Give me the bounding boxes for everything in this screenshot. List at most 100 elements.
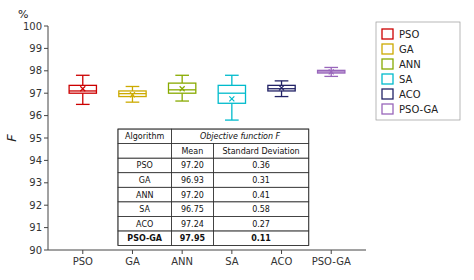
box-group (268, 81, 295, 97)
legend-label: GA (399, 44, 414, 55)
mean-marker (180, 86, 185, 91)
cap-low (275, 96, 289, 97)
x-tick (231, 250, 232, 254)
cap-low (324, 76, 338, 77)
unit-annotation: % (18, 8, 28, 21)
x-tick (281, 250, 282, 254)
y-tick-label: 94 (29, 155, 42, 166)
y-tick-label: 97 (29, 88, 42, 99)
legend-swatch (382, 89, 393, 99)
legend-swatch (382, 59, 393, 69)
y-tick (44, 182, 48, 183)
table-cell (171, 173, 213, 188)
box-group (119, 86, 146, 102)
x-tick (82, 250, 83, 254)
table-text: 97.20 (181, 191, 204, 200)
legend-label: ANN (399, 59, 421, 70)
x-tick-label: PSO (73, 256, 93, 267)
table-cell (213, 231, 308, 246)
cap-low (126, 102, 140, 103)
median (218, 93, 245, 94)
y-tick-label: 90 (29, 245, 42, 256)
cap-low (76, 104, 90, 105)
mean-marker (329, 69, 334, 74)
legend-label: ACO (399, 89, 421, 100)
table-cell (118, 231, 171, 246)
cap-high (175, 75, 189, 76)
legend-swatch (382, 104, 393, 114)
box-group (168, 75, 195, 101)
mean-marker (130, 92, 135, 97)
x-tick-label: ACO (271, 256, 293, 267)
cap-high (76, 75, 90, 76)
table-cell (213, 158, 308, 173)
box-group (318, 67, 345, 76)
legend-label: PSO-GA (399, 104, 438, 115)
box-group (218, 75, 245, 120)
table-text: 0.31 (252, 176, 270, 185)
cap-low (225, 119, 239, 120)
whisker-high (132, 86, 133, 90)
table-text: ACO (136, 220, 153, 229)
table-cell (213, 144, 308, 159)
y-tick (44, 115, 48, 116)
table-text: 0.58 (252, 205, 270, 214)
table-cell (171, 202, 213, 217)
x-tick-label: GA (125, 256, 140, 267)
table-text: 0.41 (252, 191, 270, 200)
legend-label: PSO (399, 29, 419, 40)
whisker-low (231, 103, 232, 120)
x-tick (132, 250, 133, 254)
whisker-high (82, 75, 83, 85)
whisker-low (82, 93, 83, 104)
table-text: SA (139, 205, 150, 214)
legend-swatch (382, 29, 393, 39)
legend-label: SA (399, 74, 413, 85)
table-cell (171, 158, 213, 173)
table-text: Mean (181, 147, 203, 156)
y-tick (44, 205, 48, 206)
table-cell (118, 187, 171, 202)
chart: 90919293949596979899100PSOGAANNSAACOPSO-… (0, 0, 474, 280)
legend-swatch (382, 44, 393, 54)
y-tick-label: 95 (29, 133, 42, 144)
y-tick (44, 160, 48, 161)
table-background (118, 129, 309, 245)
table-text: PSO-GA (127, 234, 162, 243)
y-axis-label: F (4, 134, 19, 142)
table-cell (118, 158, 171, 173)
x-tick-label: ANN (171, 256, 193, 267)
y-tick (44, 93, 48, 94)
cap-high (324, 67, 338, 68)
table-cell (213, 202, 308, 217)
table-cell (118, 173, 171, 188)
table-cell (171, 129, 308, 144)
table-cell (171, 187, 213, 202)
box (69, 85, 96, 93)
y-tick (44, 138, 48, 139)
table-cell (171, 231, 213, 246)
table-cell (213, 216, 308, 231)
table-text: ANN (136, 191, 153, 200)
table-cell (118, 129, 171, 144)
x-tick-label: SA (225, 256, 239, 267)
median (69, 90, 96, 91)
box (268, 85, 295, 91)
table-text: 0.11 (251, 234, 271, 243)
y-tick-label: 92 (29, 200, 42, 211)
table: AlgorithmObjective function FMeanStandar… (118, 129, 309, 245)
y-tick (44, 70, 48, 71)
table-text: Objective function F (200, 132, 281, 141)
box (168, 83, 195, 93)
whisker-low (132, 97, 133, 103)
table-text: 0.36 (252, 161, 270, 170)
table-text: 97.20 (181, 161, 204, 170)
table-text: 0.27 (252, 220, 270, 229)
whisker-low (182, 93, 183, 101)
mean-marker (229, 96, 234, 101)
mean-marker (279, 85, 284, 90)
cap-high (225, 75, 239, 76)
y-tick-label: 91 (29, 222, 42, 233)
table-cell (213, 187, 308, 202)
table-text: 96.75 (181, 205, 204, 214)
